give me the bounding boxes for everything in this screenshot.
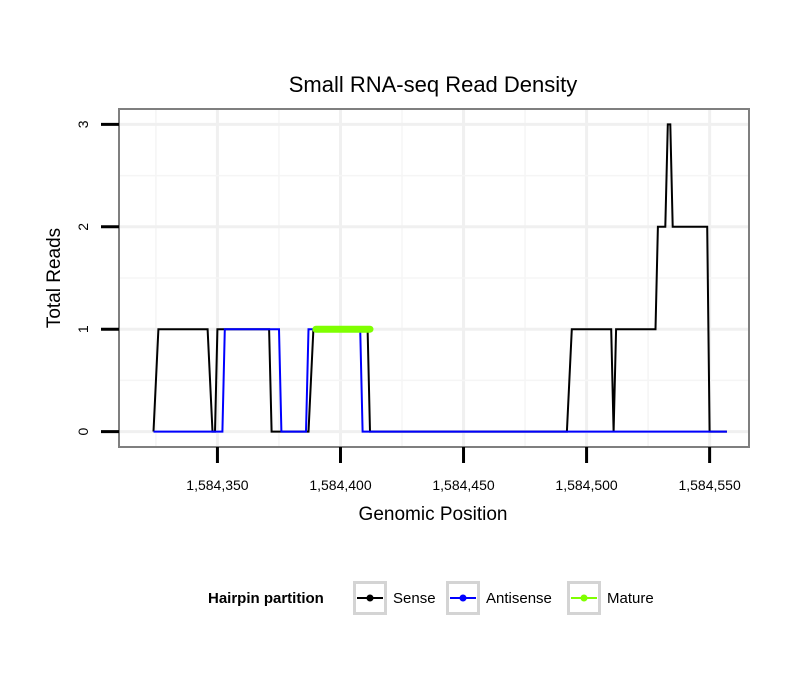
legend-items: Sense Antisense Mature [353,581,654,615]
legend: Hairpin partition Sense Antisense Mature [208,581,654,615]
y-tick-label: 2 [75,223,91,231]
x-tick-label: 1,584,450 [432,477,494,493]
legend-label-mature: Mature [607,590,654,607]
y-tick-label: 0 [75,427,91,435]
chart-title: Small RNA-seq Read Density [289,72,578,97]
x-axis-label: Genomic Position [359,504,508,525]
legend-label-antisense: Antisense [486,590,552,607]
axes: 1,584,350 1,584,400 1,584,450 1,584,500 1,58… [75,120,741,493]
x-tick-label: 1,584,350 [186,477,248,493]
series-line-antisense [153,328,727,433]
legend-title: Hairpin partition [208,590,324,607]
x-tick-label: 1,584,400 [309,477,371,493]
y-axis-label: Total Reads [44,228,65,328]
y-tick-label: 1 [75,325,91,333]
legend-label-sense: Sense [393,590,436,607]
legend-key-point [580,594,588,602]
plot-border [118,108,750,448]
y-tick-label: 3 [75,120,91,128]
legend-key-point [459,594,467,602]
legend-key-point [366,594,374,602]
series-layer [152,123,727,433]
x-tick-label: 1,584,550 [678,477,740,493]
x-tick-label: 1,584,500 [555,477,617,493]
